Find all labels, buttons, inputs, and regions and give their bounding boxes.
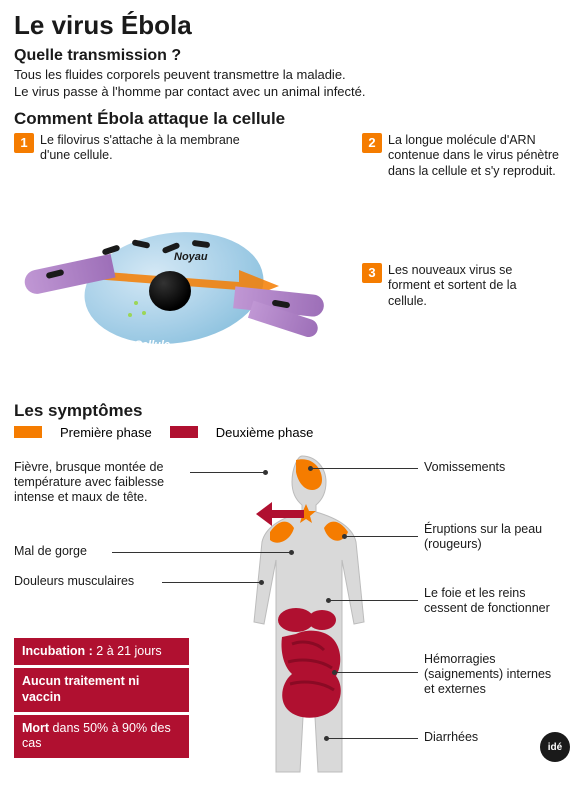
info-incubation: Incubation : 2 à 21 jours [14, 638, 189, 666]
info-mortality: Mort dans 50% à 90% des cas [14, 715, 189, 758]
symptom-vomit: Vomissements [424, 460, 505, 475]
cell-illustration: Noyau Cellule [34, 203, 314, 363]
human-silhouette [222, 452, 382, 782]
transmission-heading: Quelle transmission ? [14, 47, 562, 65]
symptom-muscles: Douleurs musculaires [14, 574, 174, 589]
phase1-swatch [14, 426, 42, 438]
step-number: 3 [362, 263, 382, 283]
attack-heading: Comment Ébola attaque la cellule [14, 109, 562, 129]
info-treatment: Aucun traitement ni vaccin [14, 668, 189, 711]
step-number: 1 [14, 133, 34, 153]
symptom-diarrhea: Diarrhées [424, 730, 478, 745]
attack-step-3: 3 Les nouveaux virus se forment et sorte… [362, 263, 552, 310]
symptom-rash: Éruptions sur la peau (rougeurs) [424, 522, 564, 552]
symptom-hemorrhage: Hémorragies (saignements) internes et ex… [424, 652, 564, 697]
symptoms-heading: Les symptômes [14, 401, 562, 421]
attack-step-2: 2 La longue molécule d'ARN contenue dans… [362, 133, 562, 180]
source-logo: idé [540, 732, 570, 762]
phase-legend: Première phase Deuxième phase [14, 425, 562, 440]
symptom-fever: Fièvre, brusque montée de température av… [14, 460, 189, 505]
symptom-liver: Le foie et les reins cessent de fonction… [424, 586, 564, 616]
phase2-swatch [170, 426, 198, 438]
nucleus-label: Noyau [174, 251, 208, 263]
step-number: 2 [362, 133, 382, 153]
transmission-text: Tous les fluides corporels peuvent trans… [14, 67, 562, 101]
attack-step-1: 1 Le filovirus s'attache à la membrane d… [14, 133, 244, 164]
symptoms-diagram: Première phase Deuxième phase [14, 425, 562, 786]
cell-label: Cellule [134, 339, 170, 351]
cell-attack-diagram: 1 Le filovirus s'attache à la membrane d… [14, 133, 562, 393]
page-title: Le virus Ébola [14, 10, 562, 41]
info-boxes: Incubation : 2 à 21 jours Aucun traiteme… [14, 638, 189, 761]
